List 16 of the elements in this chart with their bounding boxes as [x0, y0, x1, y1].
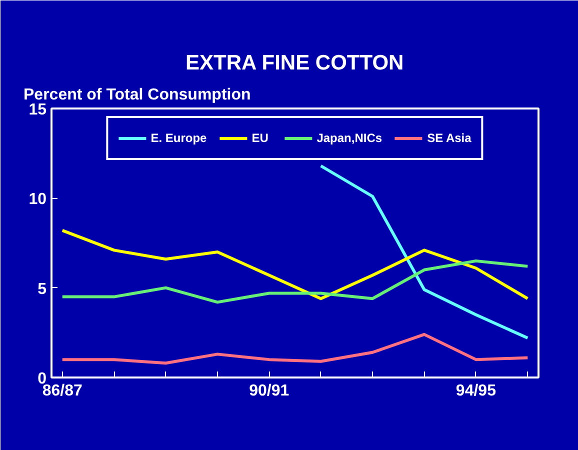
- line-series: [60, 332, 530, 365]
- line-series: [60, 228, 530, 300]
- y-tick-label: 15: [28, 102, 47, 118]
- legend-label: E. Europe: [150, 131, 207, 145]
- legend-label: Japan,NICs: [316, 131, 382, 145]
- y-tick-label: 10: [28, 191, 47, 208]
- x-tick-label: 86/87: [42, 382, 82, 400]
- chart-title: EXTRA FINE COTTON: [186, 52, 404, 74]
- x-tick-label: 94/95: [456, 382, 496, 400]
- line-series: [60, 259, 530, 304]
- legend-label: EU: [252, 131, 270, 145]
- x-tick-label: 90/91: [249, 382, 290, 400]
- legend-label: SE Asia: [427, 131, 472, 145]
- line-series: [319, 164, 530, 340]
- y-axis-title: Percent of Total Consumption: [24, 86, 251, 104]
- y-tick-label: 5: [38, 280, 47, 298]
